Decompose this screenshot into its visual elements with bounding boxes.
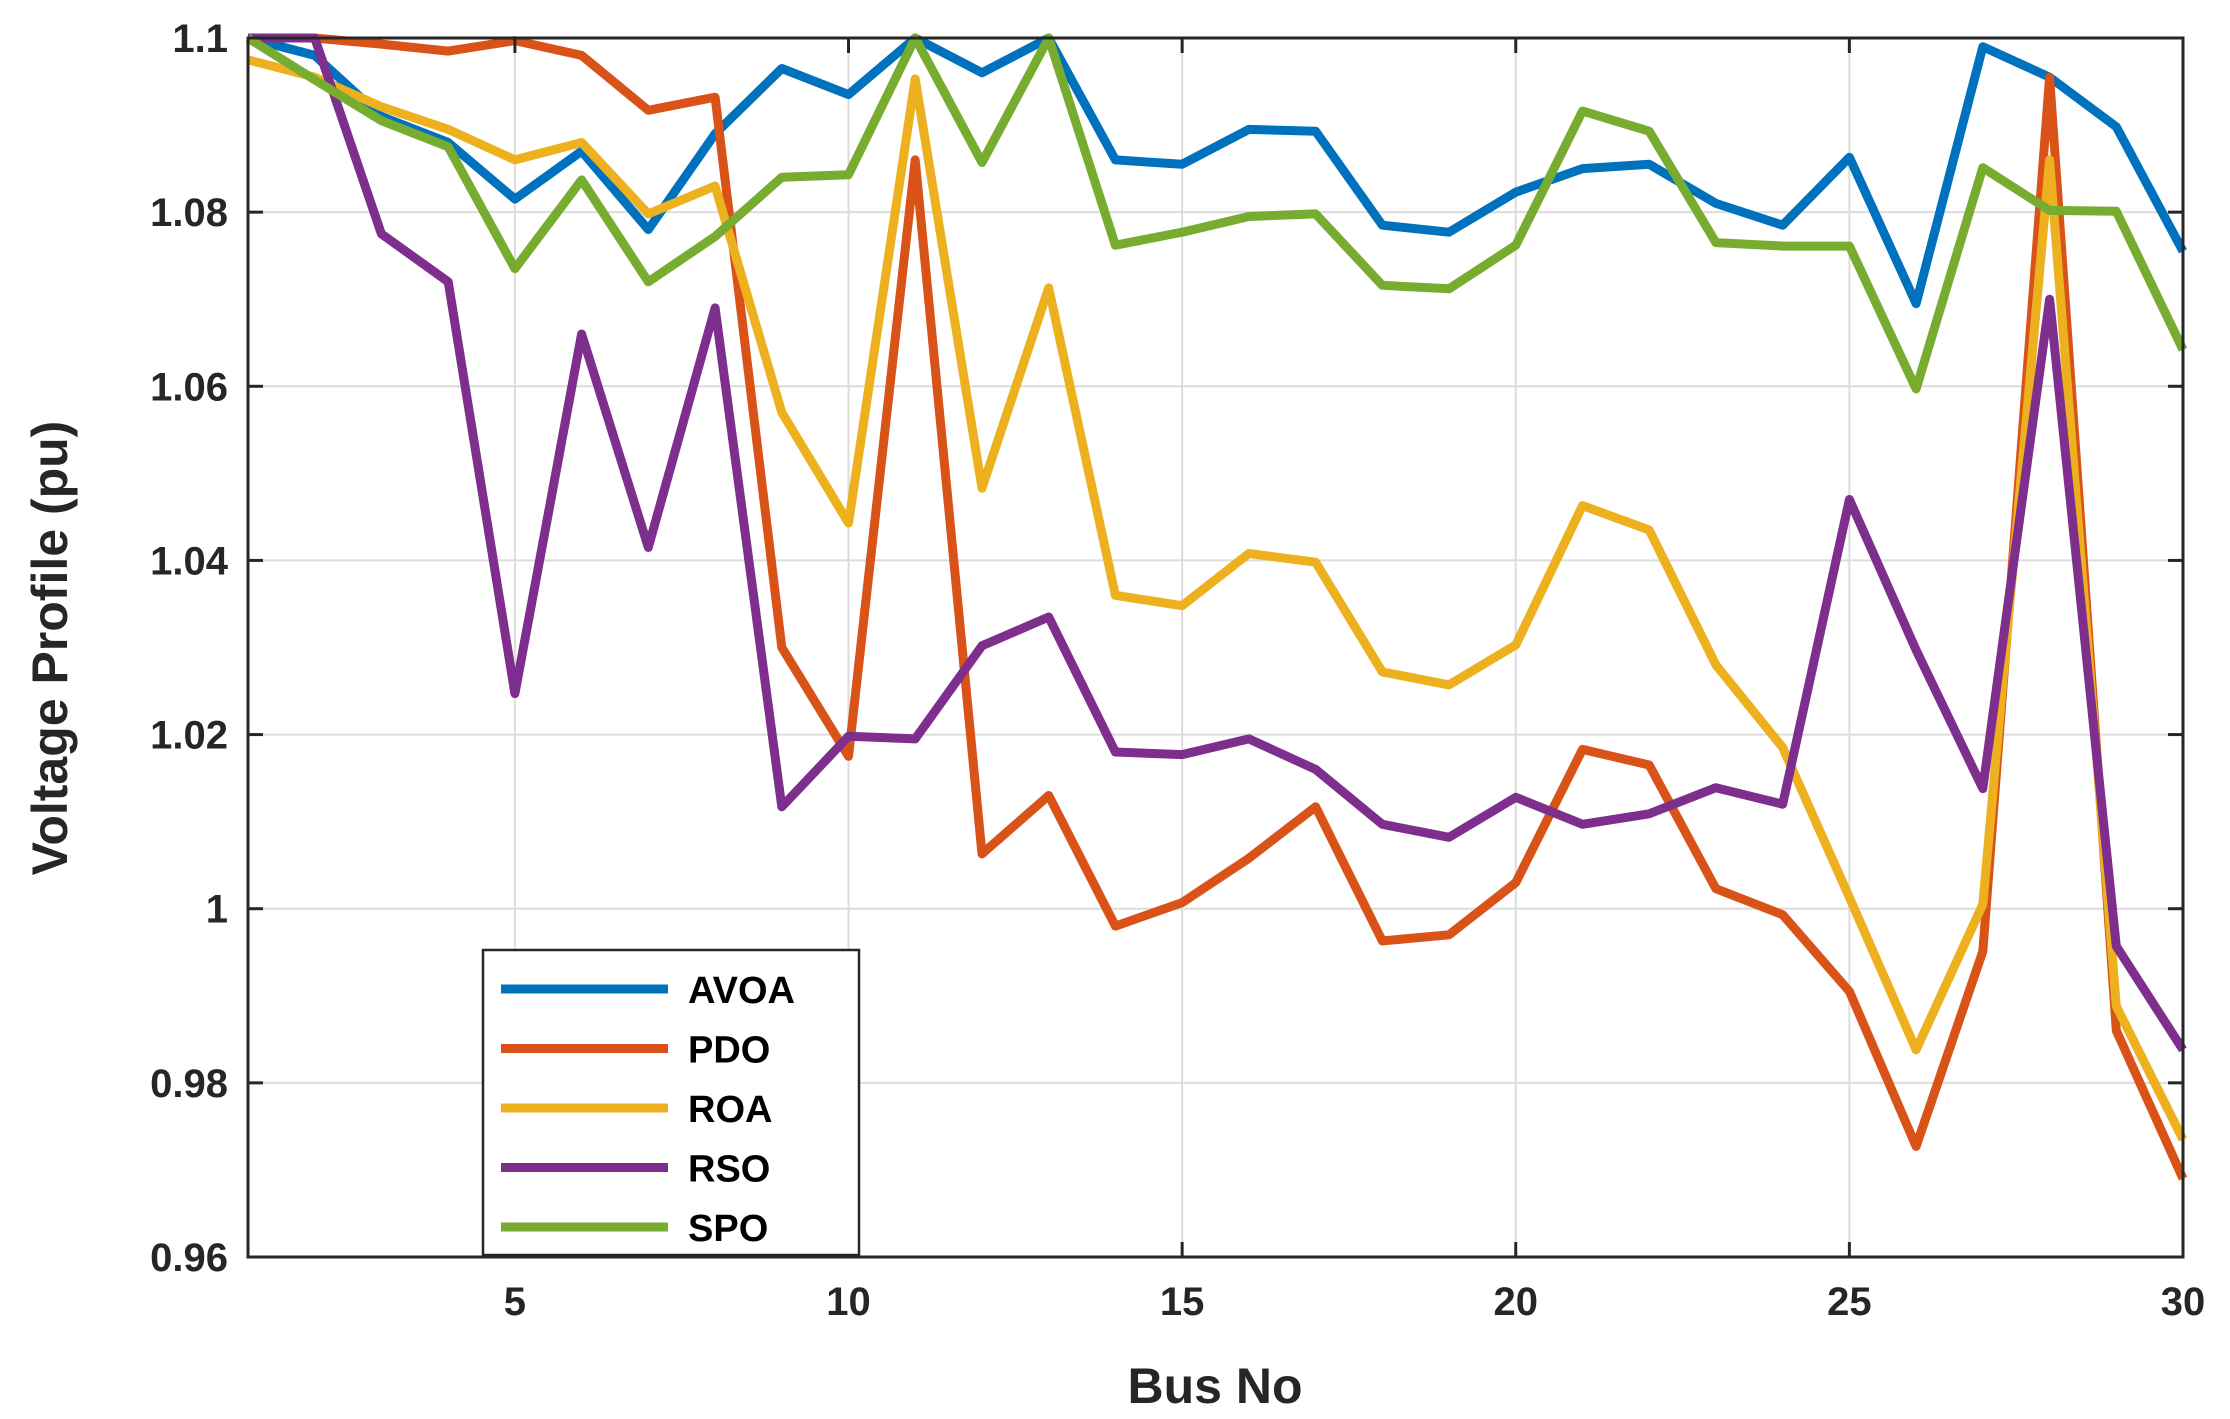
x-tick-label: 5: [504, 1280, 526, 1324]
series-lines: [245, 33, 2188, 1181]
y-tick-label: 1.04: [150, 539, 229, 583]
y-tick-label: 0.96: [150, 1236, 228, 1280]
x-tick-label: 25: [1827, 1280, 1872, 1324]
y-tick-label: 0.98: [150, 1062, 228, 1106]
legend-label-roa: ROA: [688, 1089, 772, 1131]
x-tick-labels: 5 10 15 20 25 30: [504, 1280, 2205, 1324]
legend-label-rso: RSO: [688, 1149, 770, 1191]
y-tick-label: 1.06: [150, 365, 228, 409]
legend-label-avoa: AVOA: [688, 970, 795, 1012]
legend-label-spo: SPO: [688, 1208, 768, 1250]
y-tick-label: 1.08: [150, 191, 228, 235]
x-axis-title: Bus No: [1128, 1358, 1303, 1414]
y-tick-label: 1: [206, 888, 228, 932]
y-tick-label: 1.1: [172, 17, 228, 61]
legend: AVOA PDO ROA RSO SPO: [481, 948, 861, 1257]
x-tick-label: 15: [1160, 1280, 1205, 1324]
y-tick-labels: 0.96 0.98 1 1.02 1.04 1.06 1.08 1.1: [150, 17, 229, 1280]
series-line-avoa: [246, 33, 2187, 309]
plot-frame: [246, 36, 2185, 1259]
legend-label-pdo: PDO: [688, 1030, 770, 1072]
series-line-roa: [246, 55, 2188, 1142]
legend-box: [481, 948, 861, 1257]
x-tick-label: 10: [826, 1280, 871, 1324]
x-tick-label: 20: [1494, 1280, 1539, 1324]
x-tick-label: 30: [2161, 1280, 2206, 1324]
y-axis-title: Voltage Profile (pu): [22, 421, 78, 876]
series-line-spo: [245, 33, 2188, 394]
series-line-rso: [248, 33, 2187, 1053]
series-line-pdo: [248, 33, 2188, 1181]
y-tick-label: 1.02: [150, 714, 228, 758]
